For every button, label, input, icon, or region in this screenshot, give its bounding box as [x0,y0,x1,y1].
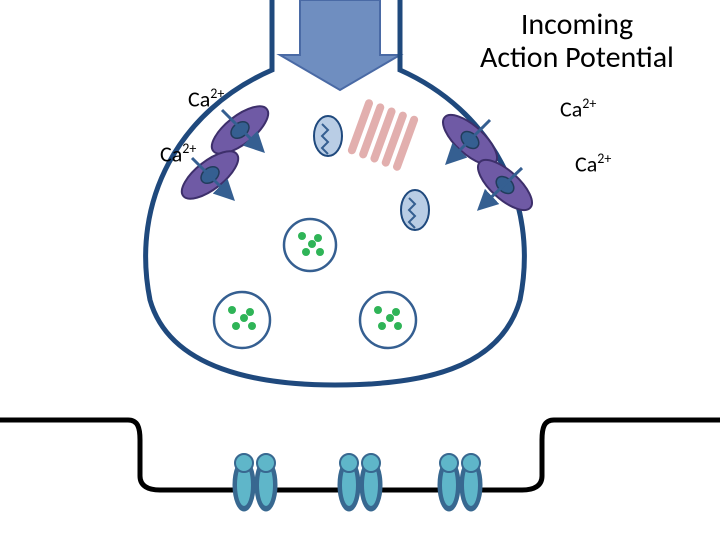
title: Incoming Action Potential [480,8,674,74]
receptor-0 [233,454,277,511]
diagram-svg [0,0,720,540]
organelle-0 [314,116,342,156]
title-line1: Incoming [521,6,633,43]
organelle-1 [401,190,429,230]
ap-arrow [280,0,400,90]
receptor-2 [438,454,482,511]
vesicle-1 [214,292,270,348]
ca-label-3: Ca2+ [575,150,611,177]
title-line2: Action Potential [480,39,674,76]
ca-label-1: Ca2+ [160,140,196,167]
ca-label-0: Ca2+ [188,85,224,112]
pink-bundle [347,98,419,172]
ca-label-2: Ca2+ [560,95,596,122]
vesicle-2 [360,292,416,348]
vesicle-0 [284,219,336,271]
receptor-1 [338,454,382,511]
